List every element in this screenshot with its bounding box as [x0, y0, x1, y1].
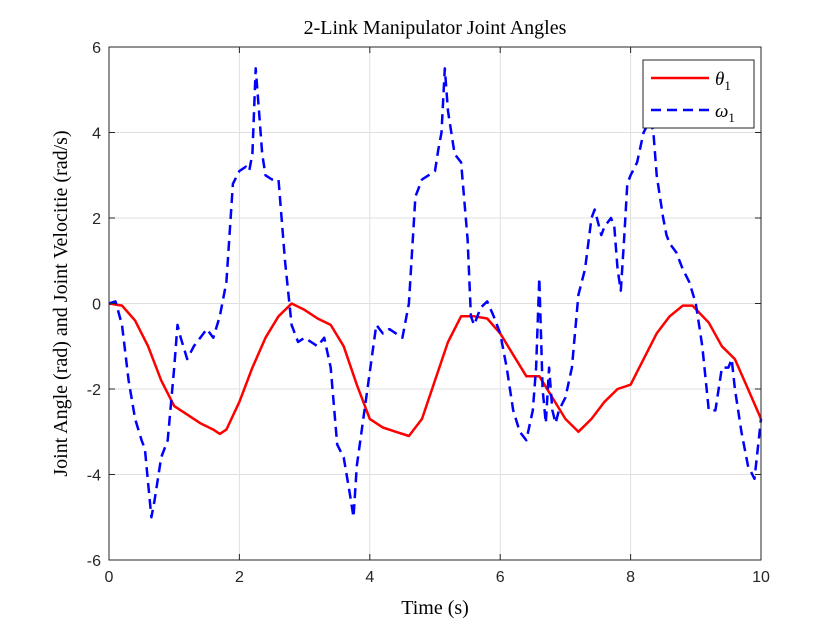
legend-symbol: θ [715, 69, 724, 90]
y-tick-label: 6 [92, 40, 101, 57]
y-tick-label: -2 [87, 382, 101, 399]
legend-subscript: 1 [724, 78, 731, 93]
x-tick-label: 0 [105, 569, 114, 586]
x-tick-label: 4 [365, 569, 374, 586]
legend-subscript: 1 [728, 110, 735, 125]
x-tick-label: 6 [496, 569, 505, 586]
x-axis-label: Time (s) [401, 597, 469, 619]
y-tick-label: 0 [92, 297, 101, 314]
x-tick-label: 8 [626, 569, 635, 586]
legend-box [642, 59, 755, 129]
grid [109, 47, 761, 560]
chart-title: 2-Link Manipulator Joint Angles [304, 17, 567, 39]
legend-symbol: ω [715, 101, 728, 122]
y-tick-label: 4 [92, 126, 101, 143]
y-tick-label: -6 [87, 553, 101, 570]
legend-entry: ω1 [715, 101, 735, 125]
x-tick-label: 10 [752, 569, 770, 586]
legend-entry: θ1 [715, 69, 731, 93]
y-axis-label: Joint Angle (rad) and Joint Velocitie (r… [50, 130, 72, 476]
x-tick-label: 2 [235, 569, 244, 586]
tick-labels: 0 2 4 6 8 10 -6 -4 -2 0 2 4 6 [87, 40, 770, 586]
y-tick-label: -4 [87, 468, 101, 485]
y-tick-label: 2 [92, 211, 101, 228]
ticks [108, 46, 762, 561]
theta1-line [108, 302, 763, 438]
